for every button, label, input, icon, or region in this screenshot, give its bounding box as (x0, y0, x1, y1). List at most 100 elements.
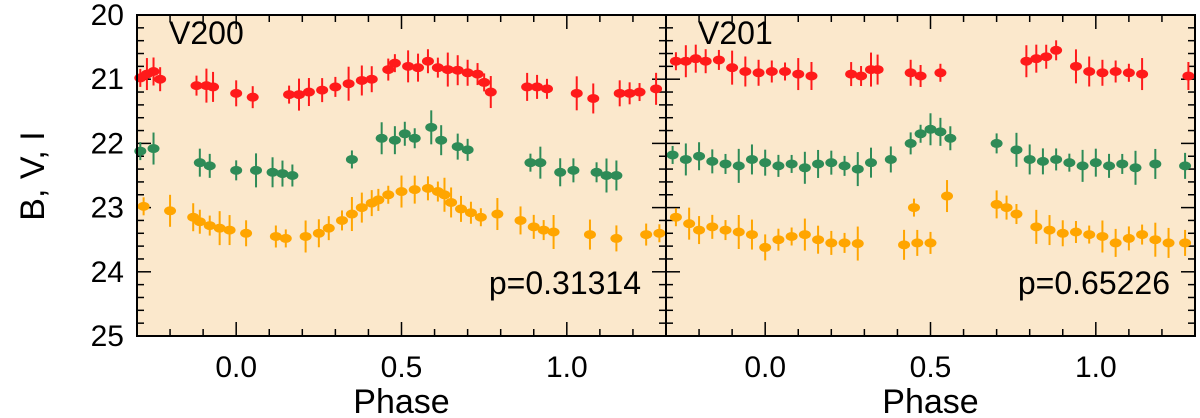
period-label: p=0.31314 (489, 265, 641, 301)
y-tick-label: 21 (91, 63, 124, 96)
data-point (137, 201, 150, 211)
series-I (669, 180, 1192, 261)
data-point (193, 158, 206, 168)
data-point (669, 56, 682, 66)
data-point (246, 92, 259, 102)
data-point (838, 238, 851, 248)
data-point (1030, 54, 1043, 64)
data-point (1109, 66, 1122, 76)
data-point (345, 209, 358, 219)
data-point (914, 71, 927, 81)
data-point (335, 215, 348, 225)
data-point (719, 225, 732, 235)
data-point (279, 233, 292, 243)
data-point (798, 163, 811, 173)
data-point (521, 82, 534, 92)
data-point (534, 158, 547, 168)
data-point (851, 164, 864, 174)
data-point (666, 150, 679, 160)
panels: 0.0 0.5 1.0 Phase V200 p=0.31314 0.0 0.5 1.0 Phas… (91, 0, 1196, 418)
data-point (388, 135, 401, 145)
data-point (1182, 71, 1195, 81)
data-point (302, 87, 315, 97)
series-B (134, 49, 663, 114)
data-point (679, 154, 692, 164)
data-point (1040, 52, 1053, 62)
data-point (431, 63, 444, 73)
data-point (269, 231, 282, 241)
data-point (633, 87, 646, 97)
data-point (438, 190, 451, 200)
data-point (798, 230, 811, 240)
data-point (1023, 154, 1036, 164)
data-point (408, 185, 421, 195)
data-point (1000, 203, 1013, 213)
data-point (904, 138, 917, 148)
x-tick-label: 0.5 (910, 351, 952, 384)
data-point (547, 227, 560, 237)
y-tick-label: 25 (91, 320, 124, 353)
data-point (412, 63, 425, 73)
data-point (276, 169, 289, 179)
data-point (1020, 56, 1033, 66)
data-point (154, 74, 167, 84)
data-point (425, 122, 438, 132)
data-point (484, 87, 497, 97)
data-point (739, 66, 752, 76)
data-point (772, 161, 785, 171)
data-point (474, 212, 487, 222)
data-point (712, 55, 725, 65)
data-point (283, 90, 296, 100)
data-point (1149, 159, 1162, 169)
data-point (1076, 161, 1089, 171)
data-point (464, 208, 477, 218)
data-point (395, 187, 408, 197)
data-point (355, 75, 368, 85)
data-point (838, 161, 851, 171)
data-point (907, 203, 920, 213)
data-point (1063, 158, 1076, 168)
plot-background (666, 15, 1195, 336)
data-point (683, 219, 696, 229)
data-point (540, 84, 553, 94)
data-point (567, 165, 580, 175)
data-point (583, 230, 596, 240)
data-point (1069, 227, 1082, 237)
y-axis-title: B, V, I (14, 131, 52, 220)
data-point (1050, 154, 1063, 164)
data-point (207, 82, 220, 92)
data-point (322, 223, 335, 233)
data-point (706, 156, 719, 166)
data-point (1162, 238, 1175, 248)
data-point (1043, 225, 1056, 235)
data-point (382, 190, 395, 200)
panel-v200: 0.0 0.5 1.0 Phase V200 p=0.31314 (134, 14, 667, 418)
data-point (884, 154, 897, 164)
data-point (610, 233, 623, 243)
data-point (345, 154, 358, 164)
data-point (372, 195, 385, 205)
data-point (851, 239, 864, 249)
data-point (1050, 45, 1063, 55)
data-point (355, 203, 368, 213)
data-point (293, 90, 306, 100)
y-tick-label: 24 (91, 256, 124, 289)
data-point (365, 74, 378, 84)
data-point (1096, 231, 1109, 241)
data-point (1089, 158, 1102, 168)
data-point (1122, 68, 1135, 78)
data-point (164, 206, 177, 216)
series-I (137, 175, 666, 253)
data-point (924, 238, 937, 248)
data-point (147, 144, 160, 154)
data-point (451, 65, 464, 75)
data-point (855, 71, 868, 81)
data-point (1116, 159, 1129, 169)
data-point (455, 204, 468, 214)
data-point (1136, 69, 1149, 79)
data-point (772, 235, 785, 245)
data-point (445, 197, 458, 207)
data-point (745, 154, 758, 164)
data-point (914, 129, 927, 139)
data-point (312, 228, 325, 238)
